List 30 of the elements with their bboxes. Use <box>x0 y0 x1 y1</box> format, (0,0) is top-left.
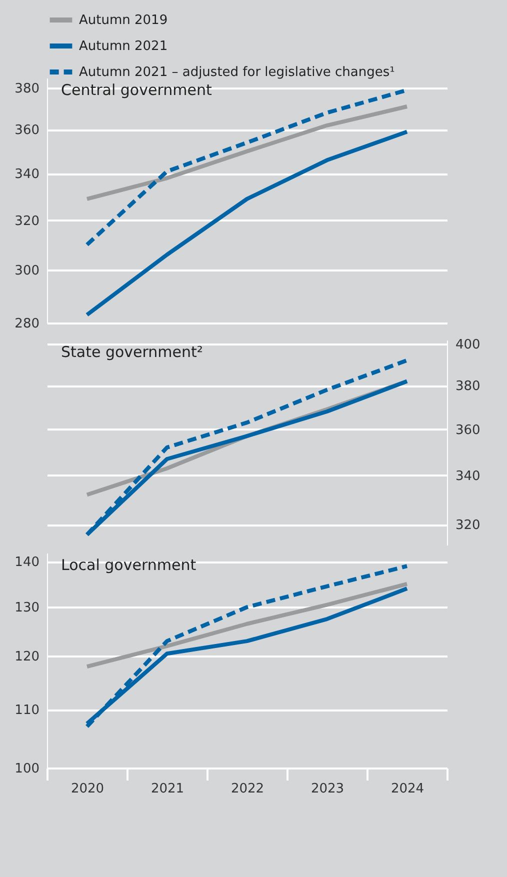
y-tick-label: 340 <box>14 167 40 182</box>
y-tick-label: 360 <box>14 123 40 138</box>
chart-title: Central government <box>61 81 212 99</box>
y2-tick-label: 360 <box>456 422 480 438</box>
chart-title: State government² <box>61 343 203 361</box>
x-tick-label: 2024 <box>390 782 424 796</box>
y-tick-label: 110 <box>14 703 40 718</box>
y2-tick-label: 380 <box>456 379 480 394</box>
y-tick-label: 380 <box>14 82 40 97</box>
y-tick-label: 300 <box>14 263 40 278</box>
y-tick-label: 130 <box>14 600 40 616</box>
legend-label: Autumn 2021 <box>79 39 168 54</box>
x-tick-label: 2021 <box>150 782 184 796</box>
line-series <box>85 582 409 669</box>
x-tick-label: 2020 <box>70 782 104 796</box>
legend-label: Autumn 2021 – adjusted for legislative changes¹ <box>79 65 395 80</box>
y2-tick-label: 400 <box>456 338 480 353</box>
line-series <box>85 130 409 317</box>
legend-label: Autumn 2019 <box>79 13 168 28</box>
y2-tick-label: 340 <box>456 468 480 484</box>
y-tick-label: 120 <box>14 650 40 665</box>
y2-tick-label: 320 <box>456 518 480 534</box>
x-tick-label: 2023 <box>310 782 344 796</box>
y-tick-label: 320 <box>14 214 40 229</box>
x-tick-label: 2022 <box>230 782 264 796</box>
y-tick-label: 140 <box>14 555 40 570</box>
chart-title: Local government <box>61 556 196 574</box>
line-series <box>85 104 409 201</box>
y-tick-label: 100 <box>14 762 40 776</box>
y-tick-label: 280 <box>14 316 40 332</box>
